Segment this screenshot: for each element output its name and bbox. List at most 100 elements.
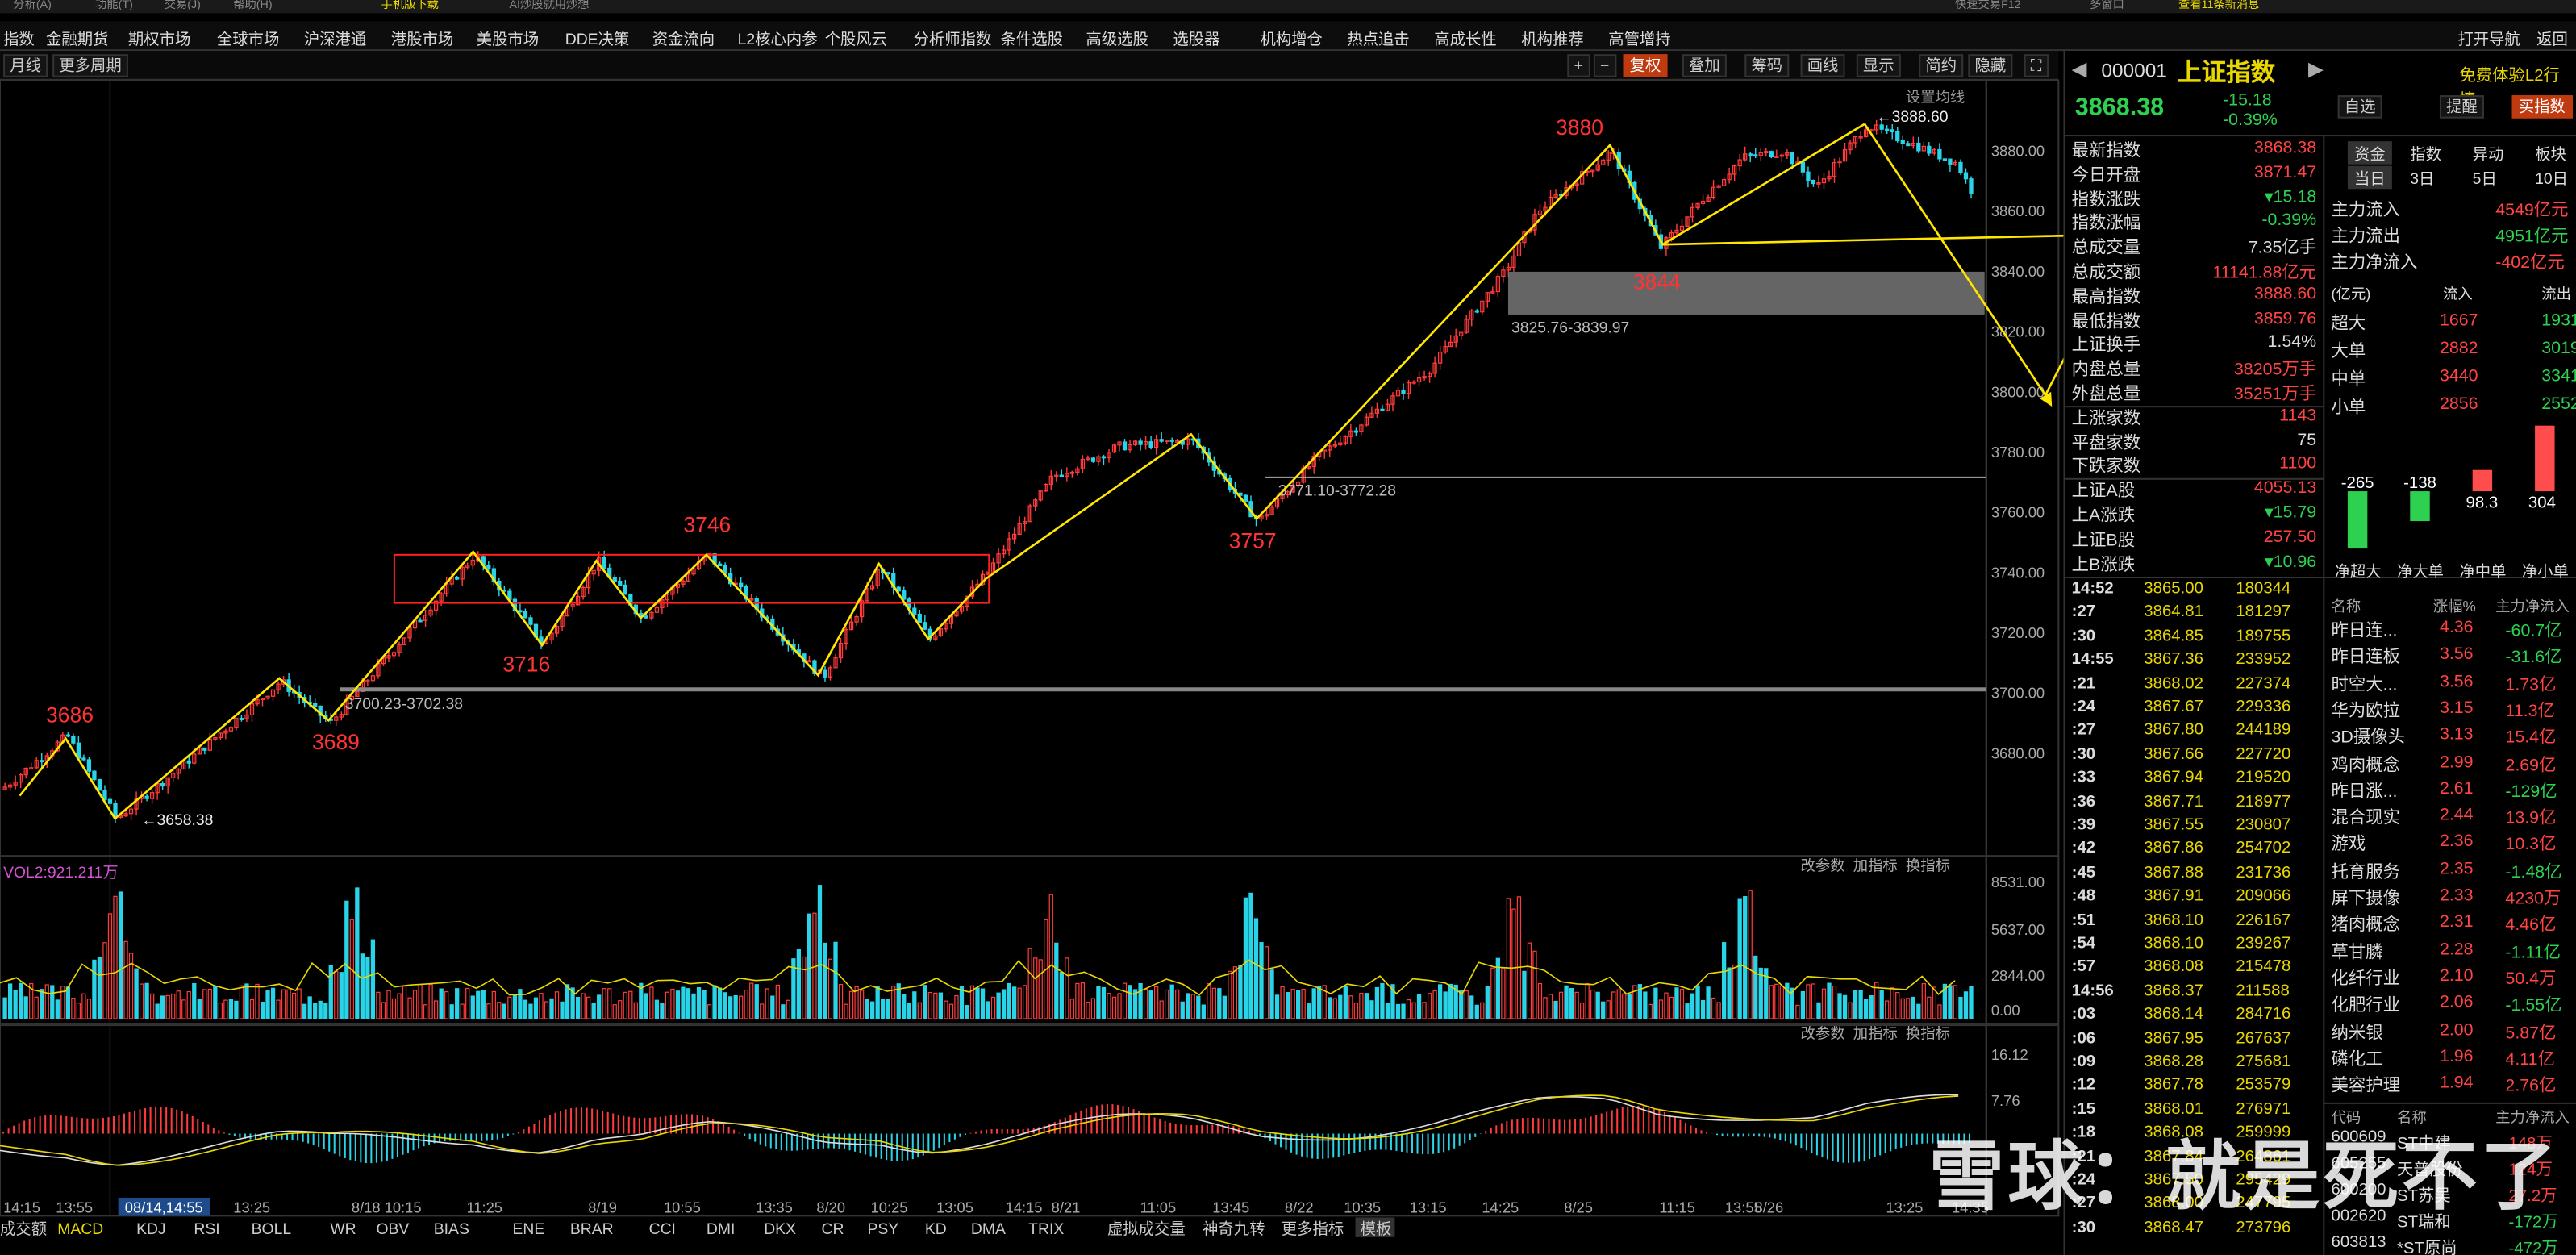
chips-button[interactable]: 筹码: [1744, 54, 1790, 77]
watchlist-button[interactable]: 自选: [2337, 95, 2382, 119]
fullscreen-icon[interactable]: ⛶: [2024, 54, 2049, 77]
nav-item-13[interactable]: 高级选股: [1086, 31, 1148, 50]
next-stock-icon[interactable]: ▶: [2307, 57, 2324, 81]
volume-bar: [1564, 985, 1569, 1019]
sector-name[interactable]: 托育服务: [2331, 861, 2401, 882]
nav-item-10[interactable]: 个股风云: [824, 31, 888, 50]
candle: [1758, 148, 1763, 161]
menu-trade[interactable]: 交易(J): [164, 0, 201, 12]
nav-item-11[interactable]: 分析师指数: [913, 31, 992, 50]
nav-item-1[interactable]: 金融期货: [46, 31, 109, 50]
menu-analysis[interactable]: 分析(A): [13, 0, 52, 12]
nav-item-21[interactable]: 返回: [2536, 31, 2568, 50]
nav-item-19[interactable]: 高管增持: [1608, 31, 1671, 50]
sector-name[interactable]: 纳米银: [2331, 1023, 2383, 1043]
volume-bar: [476, 990, 481, 1019]
menu-function[interactable]: 功能(T): [95, 0, 133, 12]
nav-item-4[interactable]: 沪深港通: [303, 31, 367, 50]
nav-item-20[interactable]: 打开导航: [2457, 31, 2520, 50]
sector-name[interactable]: 混合现实: [2331, 808, 2401, 828]
stock-name[interactable]: ST中建: [2396, 1135, 2451, 1153]
fund-period-1[interactable]: 3日: [2410, 170, 2435, 190]
display-button[interactable]: 显示: [1856, 54, 1901, 77]
draw-button[interactable]: 画线: [1800, 54, 1845, 77]
sector-name[interactable]: 昨日涨...: [2331, 782, 2398, 802]
stock-name[interactable]: 天普股份: [2396, 1161, 2463, 1180]
sector-name[interactable]: 美容护理: [2331, 1076, 2401, 1096]
nav-item-2[interactable]: 期权市场: [127, 31, 191, 50]
candle: [1727, 167, 1732, 184]
candle: [728, 567, 733, 587]
fund-tab-1[interactable]: 指数: [2410, 146, 2442, 165]
sector-name[interactable]: 昨日连板: [2331, 648, 2401, 668]
alert-button[interactable]: 提醒: [2439, 95, 2484, 119]
stock-code[interactable]: 600609: [2331, 1128, 2386, 1147]
candle: [1054, 471, 1059, 482]
nav-item-0[interactable]: 指数: [3, 31, 35, 50]
stock-code[interactable]: 002620: [2331, 1207, 2386, 1226]
period-month-button[interactable]: 月线: [3, 54, 48, 77]
volume-bar: [491, 990, 496, 1019]
nav-item-9[interactable]: L2核心内参: [737, 31, 818, 50]
nav-item-15[interactable]: 机构增仓: [1260, 31, 1323, 50]
sector-name[interactable]: 屏下摄像: [2331, 889, 2401, 909]
sector-name[interactable]: 时空大...: [2331, 674, 2398, 694]
fund-period-3[interactable]: 10日: [2535, 170, 2568, 190]
candle: [1485, 292, 1490, 308]
sector-name[interactable]: 3D摄像头: [2331, 728, 2406, 748]
sector-name[interactable]: 化纤行业: [2331, 969, 2401, 990]
sector-name[interactable]: 猪肉概念: [2331, 915, 2401, 936]
price-chart[interactable]: 设置均线 3880.00 3860.00 3840.00 3820.00 3800.00 3…: [0, 0, 2064, 1255]
stock-code[interactable]: 603813: [2331, 1233, 2386, 1253]
stock-code[interactable]: 605255: [2331, 1155, 2386, 1174]
zoom-out-button[interactable]: −: [1593, 54, 1616, 77]
multi-window-link[interactable]: 多窗口: [2090, 0, 2124, 12]
stock-name[interactable]: *ST原尚: [2396, 1240, 2457, 1255]
stock-name[interactable]: ST苏吴: [2396, 1187, 2451, 1207]
nav-item-18[interactable]: 机构推荐: [1521, 31, 1584, 50]
prev-stock-icon[interactable]: ◀: [2071, 57, 2087, 81]
mobile-download-link[interactable]: 手机版下载: [381, 0, 439, 12]
volume-bar: [1611, 991, 1616, 1019]
fund-tab-3[interactable]: 板块: [2535, 146, 2566, 165]
nav-item-16[interactable]: 热点追击: [1347, 31, 1410, 50]
stock-code[interactable]: 600200: [2331, 1181, 2386, 1200]
sector-name[interactable]: 磷化工: [2331, 1049, 2383, 1069]
net-flow-bar: [2535, 425, 2555, 492]
quick-trade-link[interactable]: 快速交易F12: [1955, 0, 2021, 12]
more-period-button[interactable]: 更多周期: [52, 54, 128, 77]
volume-bar: [1790, 987, 1795, 1019]
ai-link[interactable]: AI炒股就用炒想: [509, 0, 590, 12]
nav-item-17[interactable]: 高成长性: [1434, 31, 1497, 50]
nav-item-7[interactable]: DDE决策: [565, 31, 630, 50]
sector-name[interactable]: 昨日连...: [2331, 620, 2398, 641]
stock-name[interactable]: ST瑞和: [2396, 1214, 2451, 1232]
overlay-button[interactable]: 叠加: [1682, 54, 1727, 77]
nav-item-12[interactable]: 条件选股: [1000, 31, 1063, 50]
nav-item-6[interactable]: 美股市场: [476, 31, 540, 50]
order-out-value: 3019: [2541, 338, 2576, 359]
fund-tab-2[interactable]: 异动: [2472, 146, 2504, 165]
fund-tab-0[interactable]: 资金: [2347, 141, 2392, 165]
fund-period-0[interactable]: 当日: [2347, 165, 2392, 190]
sector-name[interactable]: 鸡肉概念: [2331, 755, 2401, 775]
buy-index-button[interactable]: 买指数: [2511, 95, 2572, 119]
nav-item-8[interactable]: 资金流向: [652, 31, 715, 50]
candle: [1090, 457, 1096, 463]
candle: [1243, 494, 1248, 502]
sector-name[interactable]: 草甘膦: [2331, 942, 2383, 962]
hide-button[interactable]: 隐藏: [1968, 54, 2013, 77]
adjust-button[interactable]: 复权: [1623, 54, 1668, 77]
volume-bar: [1180, 1001, 1185, 1019]
sector-name[interactable]: 华为欧拉: [2331, 701, 2401, 722]
news-link[interactable]: 查看11条新消息: [2178, 0, 2260, 12]
fund-period-2[interactable]: 5日: [2472, 170, 2497, 190]
menu-help[interactable]: 帮助(H): [233, 0, 273, 12]
sector-name[interactable]: 游戏: [2331, 835, 2366, 856]
sector-name[interactable]: 化肥行业: [2331, 995, 2401, 1016]
simple-button[interactable]: 简约: [1919, 54, 1964, 77]
nav-item-5[interactable]: 港股市场: [390, 31, 454, 50]
zoom-in-button[interactable]: +: [1567, 54, 1590, 77]
nav-item-3[interactable]: 全球市场: [216, 31, 280, 50]
nav-item-14[interactable]: 选股器: [1173, 31, 1220, 50]
